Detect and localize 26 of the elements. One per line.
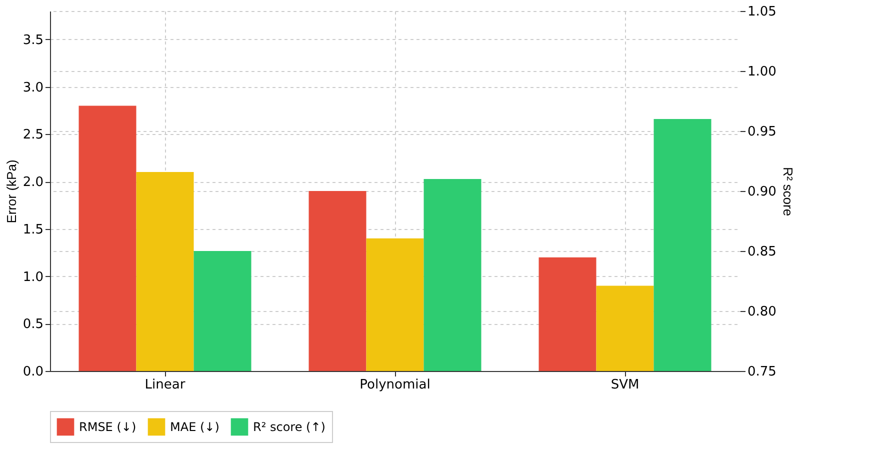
- y2-tick-label: 1.00: [748, 64, 776, 80]
- bar: [78, 106, 136, 371]
- y-tick-label: 0.5: [22, 317, 44, 332]
- y2-tick-label: 0.95: [748, 124, 776, 140]
- y-axis-title: Error (kPa): [4, 160, 19, 224]
- y2-tick-label: 0.80: [748, 304, 776, 320]
- y2-tick-label: 0.75: [748, 364, 776, 380]
- legend-label: R² score (↑): [253, 420, 326, 434]
- y-tick-label: 1.0: [22, 270, 44, 285]
- legend-label: RMSE (↓): [79, 420, 136, 434]
- bar: [538, 257, 596, 371]
- x-tick-label: SVM: [610, 378, 640, 392]
- y-tick-label: 3.0: [22, 80, 44, 96]
- bar: [308, 191, 366, 371]
- x-tick-label: Linear: [144, 378, 186, 392]
- legend-label: MAE (↓): [170, 420, 220, 434]
- y-tick-label: 3.5: [22, 32, 44, 48]
- y-tick-label: 0.0: [22, 364, 44, 380]
- y2-tick-label: 0.85: [748, 244, 776, 260]
- y2-axis-title: R² score: [780, 166, 796, 216]
- y-tick-label: 2.5: [22, 128, 44, 143]
- y2-tick-label: 1.05: [748, 4, 776, 20]
- y-tick-label: 2.0: [22, 175, 44, 190]
- y-tick-label: 1.5: [22, 222, 44, 238]
- y2-tick-label: 0.90: [748, 184, 776, 200]
- x-tick-label: Polynomial: [360, 378, 430, 392]
